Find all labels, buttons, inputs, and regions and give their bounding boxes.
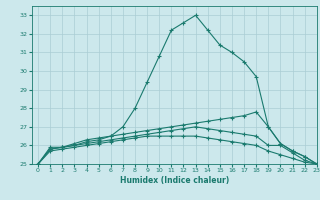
X-axis label: Humidex (Indice chaleur): Humidex (Indice chaleur) xyxy=(120,176,229,185)
